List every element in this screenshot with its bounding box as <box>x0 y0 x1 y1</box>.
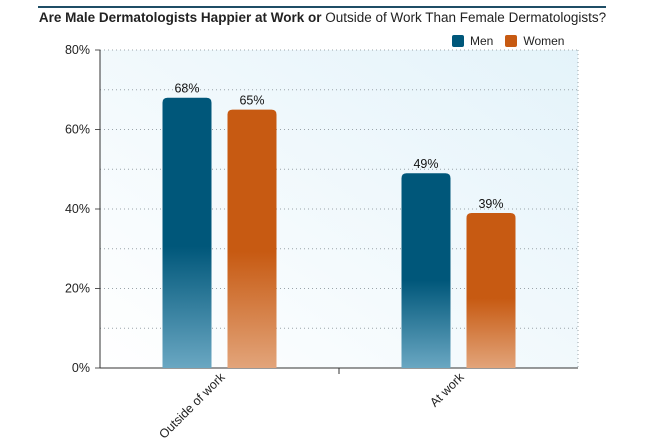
data-label-women-0: 65% <box>239 94 264 108</box>
chart-title: Are Male Dermatologists Happier at Work … <box>0 10 645 25</box>
chart-title-bold: Are Male Dermatologists Happier at Work … <box>38 10 322 25</box>
legend-label-women: Women <box>523 34 565 48</box>
legend-item-men: Men <box>452 34 493 48</box>
bar-men-1 <box>401 173 451 368</box>
legend-label-men: Men <box>470 34 494 48</box>
legend-swatch-women <box>505 35 518 47</box>
y-tick-label: 80% <box>65 43 90 57</box>
bar-women-1 <box>466 212 516 368</box>
title-rule <box>38 6 606 8</box>
data-label-women-1: 39% <box>478 197 503 211</box>
chart-title-regular: Outside of Work Than Female Dermatologis… <box>325 10 607 25</box>
bar-women-0 <box>227 109 277 368</box>
y-tick-label: 20% <box>65 282 90 296</box>
y-tick-label: 40% <box>65 202 90 216</box>
data-label-men-1: 49% <box>413 157 438 171</box>
legend: Men Women <box>452 34 576 48</box>
legend-swatch-men <box>452 35 464 47</box>
bar-men-0 <box>162 97 212 368</box>
data-label-men-0: 68% <box>174 82 199 96</box>
y-tick-label: 0% <box>72 361 90 375</box>
legend-item-women: Women <box>505 34 564 48</box>
category-label-0: Outside of work <box>156 370 228 439</box>
category-label-1: At work <box>427 370 467 410</box>
y-tick-label: 60% <box>65 123 90 137</box>
